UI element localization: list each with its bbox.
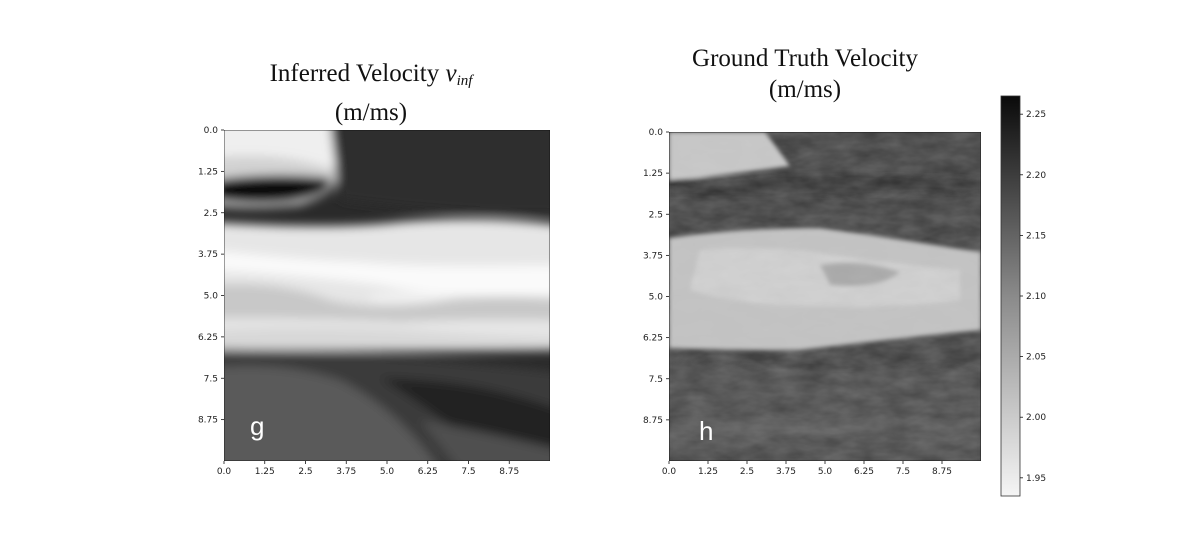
right-x-tick-label: 7.5: [896, 467, 910, 477]
right-x-tick-label: 8.75: [932, 467, 952, 477]
colorbar-tick-label: 2.05: [1026, 353, 1046, 363]
left-chart-title: Inferred Velocity vinf (m/ms): [196, 58, 546, 128]
left-title-variable: v: [445, 60, 457, 87]
right-x-tick-label: 5.0: [818, 467, 833, 477]
right-x-tick-label: 3.75: [776, 467, 796, 477]
right-x-tick-label: 0.0: [662, 467, 677, 477]
left-x-axis-ticks: 0.0 1.25 2.5 3.75 5.0 6.25 7.5 8.75: [217, 461, 519, 477]
left-heatmap: [224, 130, 550, 461]
colorbar-tick-label: 2.15: [1026, 231, 1046, 241]
left-x-tick-label: 0.0: [217, 467, 232, 477]
left-x-tick-label: 1.25: [255, 467, 275, 477]
left-title-text: Inferred Velocity: [269, 60, 446, 87]
right-chart-title: Ground Truth Velocity (m/ms): [630, 43, 980, 105]
right-y-tick-label: 7.5: [649, 375, 663, 385]
right-y-tick-label: 6.25: [643, 334, 663, 344]
colorbar-tick-label: 2.20: [1026, 171, 1046, 181]
colorbar-tick-label: 2.10: [1026, 292, 1046, 302]
right-y-tick-label: 2.5: [649, 210, 663, 220]
right-title-units: (m/ms): [768, 76, 842, 103]
left-y-tick-label: 3.75: [198, 250, 218, 260]
left-y-tick-label: 8.75: [198, 416, 218, 426]
colorbar-tick-label: 1.95: [1026, 474, 1046, 484]
left-title-subscript: inf: [456, 73, 473, 89]
left-x-tick-label: 7.5: [461, 467, 475, 477]
right-title-text: Ground Truth Velocity: [692, 45, 918, 72]
right-x-tick-label: 2.5: [740, 467, 754, 477]
right-y-axis-ticks: 0.0 1.25 2.5 3.75 5.0 6.25 7.5 8.75: [643, 128, 669, 426]
left-y-tick-label: 6.25: [198, 333, 218, 343]
colorbar-tick-label: 2.25: [1026, 110, 1046, 120]
left-x-tick-label: 5.0: [380, 467, 395, 477]
right-x-axis-ticks: 0.0 1.25 2.5 3.75 5.0 6.25 7.5 8.75: [662, 461, 952, 477]
right-heatmap-texture: [669, 132, 981, 461]
right-panel-letter: h: [699, 416, 713, 446]
left-x-tick-label: 3.75: [336, 467, 356, 477]
left-y-tick-label: 7.5: [204, 374, 218, 384]
left-y-axis-ticks: 0.0 1.25 2.5 3.75 5.0 6.25 7.5 8.75: [198, 126, 224, 426]
left-x-tick-label: 8.75: [499, 467, 519, 477]
left-x-tick-label: 6.25: [418, 467, 438, 477]
right-heatmap: [669, 132, 981, 461]
colorbar-tick-label: 2.00: [1026, 413, 1046, 423]
left-title-units: (m/ms): [334, 99, 408, 126]
right-x-tick-label: 6.25: [854, 467, 874, 477]
left-y-tick-label: 2.5: [204, 209, 218, 219]
right-y-tick-label: 5.0: [649, 293, 664, 303]
left-y-tick-label: 5.0: [204, 292, 219, 302]
right-y-tick-label: 3.75: [643, 251, 663, 261]
right-x-tick-label: 1.25: [698, 467, 718, 477]
right-y-tick-label: 1.25: [643, 169, 663, 179]
left-x-tick-label: 2.5: [298, 467, 312, 477]
right-y-tick-label: 0.0: [649, 128, 664, 138]
left-y-tick-label: 0.0: [204, 126, 219, 136]
right-y-tick-label: 8.75: [643, 416, 663, 426]
colorbar-ticks: 1.95 2.00 2.05 2.10 2.15 2.20 2.25: [1020, 110, 1046, 484]
left-y-tick-label: 1.25: [198, 167, 218, 177]
colorbar: [1000, 95, 1021, 497]
left-panel-letter: g: [250, 411, 264, 441]
